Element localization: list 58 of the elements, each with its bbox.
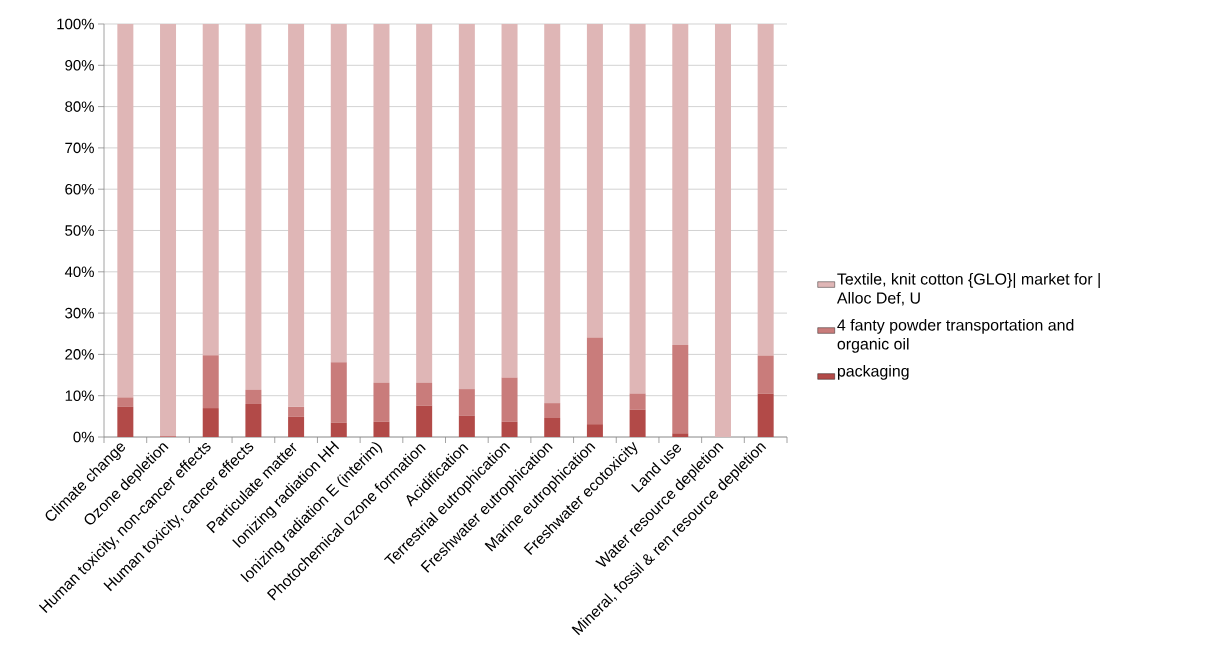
y-tick-label: 70% <box>65 142 94 154</box>
y-tick-label: 30% <box>65 307 94 319</box>
bar <box>586 24 603 338</box>
bar <box>373 421 390 437</box>
bar <box>202 355 219 409</box>
bar <box>330 362 347 423</box>
bar <box>757 355 774 394</box>
bar <box>202 408 219 437</box>
bar <box>160 24 177 436</box>
y-tick-label: 60% <box>65 183 94 195</box>
bar <box>629 393 646 410</box>
bar <box>373 24 390 383</box>
legend-label: 4 fanty powder transportation and organic oil <box>837 318 1074 353</box>
bar <box>330 24 347 363</box>
bar <box>288 406 305 417</box>
bar <box>117 24 134 398</box>
bar <box>288 24 305 407</box>
y-tick-label: 20% <box>65 349 94 360</box>
bar <box>330 422 347 437</box>
bar <box>757 24 774 356</box>
bar <box>416 382 433 406</box>
bar <box>117 397 134 407</box>
bar <box>672 344 689 434</box>
bar <box>501 377 518 422</box>
bar <box>458 415 475 437</box>
y-tick-label: 80% <box>65 101 94 112</box>
bar <box>458 24 475 390</box>
legend-label: Textile, knit cotton {GLO}| market for | Alloc Def, U <box>836 273 1100 306</box>
bar <box>672 433 689 437</box>
bar <box>245 24 262 390</box>
y-tick-label: 90% <box>65 60 94 71</box>
bar <box>501 421 518 437</box>
bar <box>629 24 646 394</box>
bar <box>501 24 518 378</box>
bar <box>202 24 219 356</box>
bar <box>117 406 134 437</box>
bar <box>245 403 262 437</box>
legend-label: packaging <box>837 364 909 380</box>
bar <box>672 24 689 345</box>
y-tick-label: 100% <box>57 18 94 30</box>
bar <box>714 24 731 437</box>
bar <box>586 424 603 437</box>
y-tick-label: 50% <box>65 225 94 236</box>
bar <box>544 403 561 418</box>
bar <box>416 405 433 437</box>
y-tick-label: 40% <box>64 266 94 278</box>
bar <box>373 382 390 422</box>
bar <box>544 24 561 404</box>
bar <box>458 389 475 416</box>
y-tick-label: 10% <box>65 390 94 401</box>
bar <box>544 418 561 437</box>
bar <box>245 389 262 404</box>
bar <box>757 393 774 437</box>
bar <box>416 24 433 383</box>
y-tick-label: 0% <box>73 431 94 443</box>
bar <box>288 416 305 437</box>
bar <box>629 409 646 437</box>
bar <box>586 337 603 425</box>
